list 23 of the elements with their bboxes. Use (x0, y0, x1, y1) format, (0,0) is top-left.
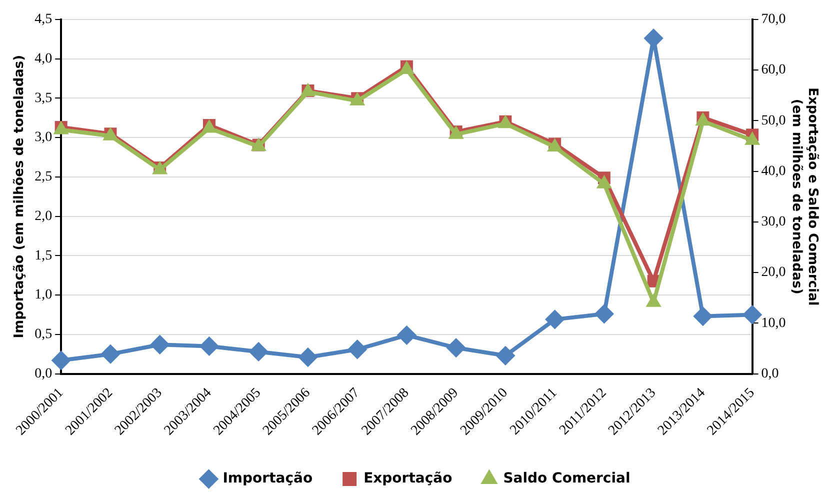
legend-label: Exportação (364, 470, 453, 487)
y2-axis-title: Exportação e Saldo Comercial (em milhões de toneladas) (789, 88, 820, 306)
y-tick-label: 4,5 (34, 12, 52, 28)
y-axis-title: Importação (em milhões de toneladas) (12, 54, 28, 338)
y-tick-label: 0,0 (34, 366, 52, 382)
legend-label: Saldo Comercial (503, 470, 630, 487)
y2-tick-label: 10,0 (761, 316, 786, 331)
y2-tick-label: 0,0 (761, 366, 779, 382)
y2-tick-label: 30,0 (761, 214, 786, 230)
y2-tick-label: 40,0 (761, 164, 786, 179)
y-tick-label: 3,0 (34, 130, 52, 146)
y2-tick-label: 50,0 (761, 113, 786, 128)
y-tick-label: 2,0 (34, 208, 52, 224)
legend-label: Importação (222, 470, 313, 487)
y2-tick-label: 20,0 (761, 265, 786, 280)
y-tick-label: 4,0 (34, 51, 52, 66)
y-tick-label: 3,5 (34, 90, 52, 106)
y-tick-label: 1,0 (34, 288, 52, 303)
y-tick-label: 1,5 (34, 248, 52, 264)
y-tick-label: 0,5 (34, 327, 52, 342)
y2-tick-label: 60,0 (761, 62, 786, 78)
y2-tick-label: 70,0 (761, 12, 786, 28)
y-tick-label: 2,5 (34, 170, 52, 185)
